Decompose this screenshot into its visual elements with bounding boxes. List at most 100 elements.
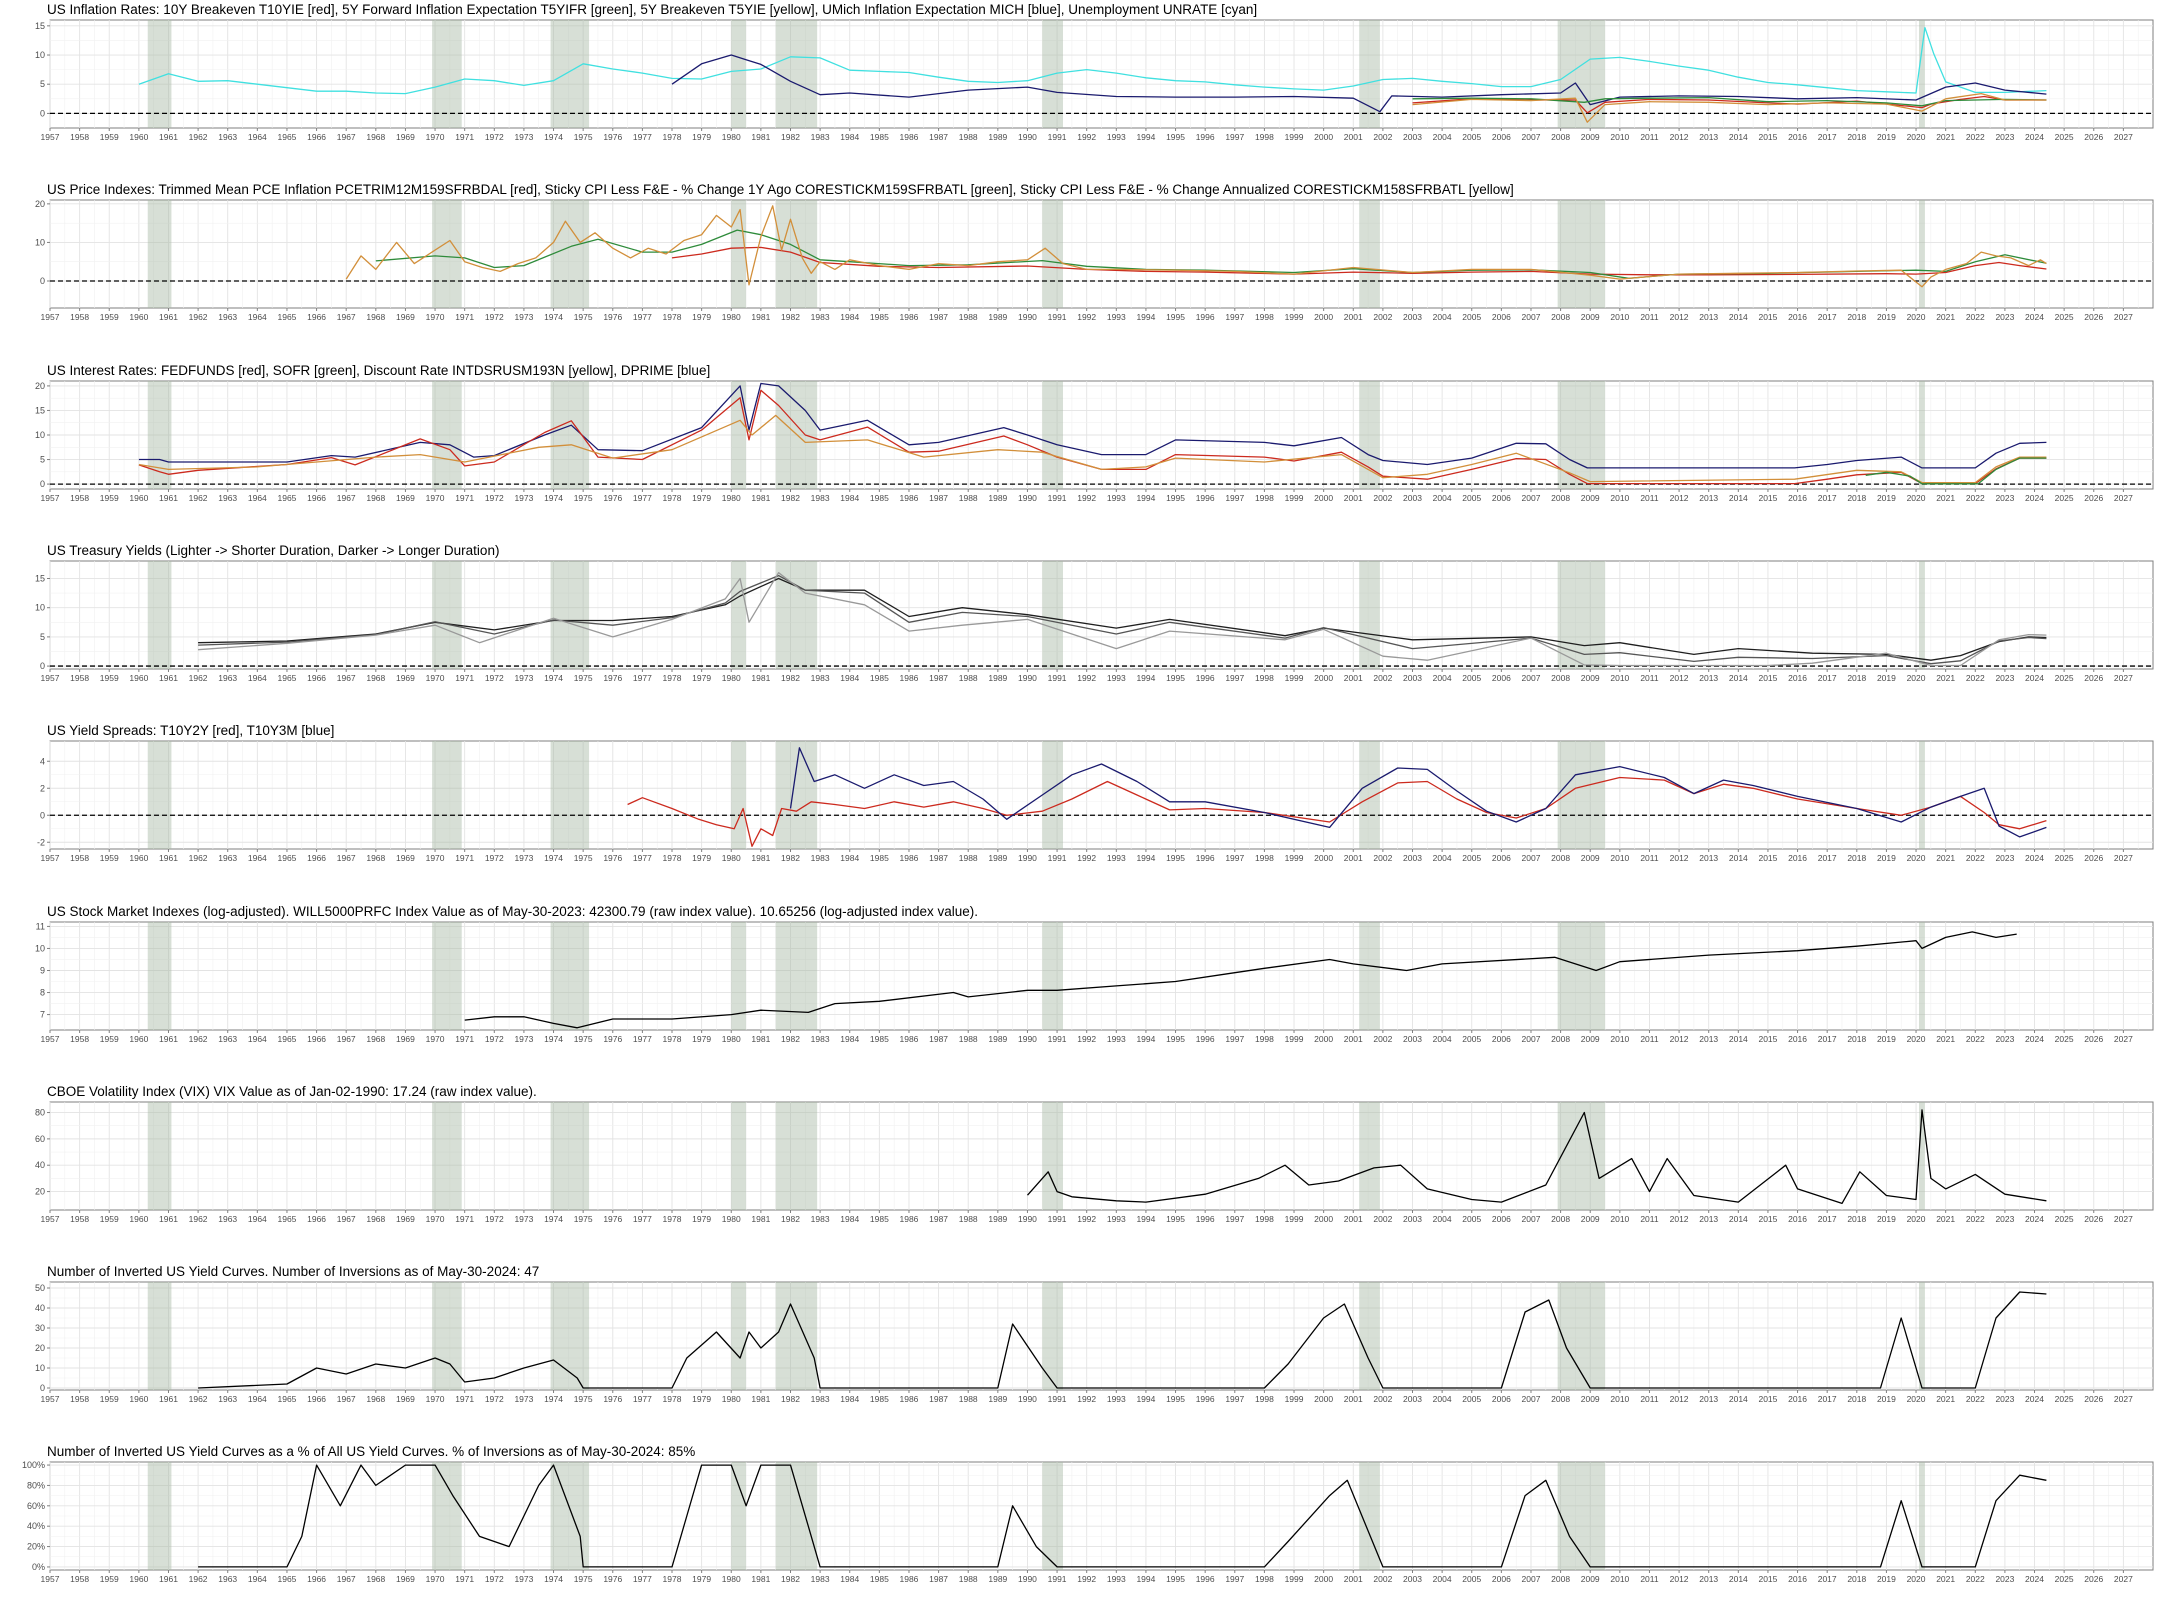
- recession-band: [147, 1102, 172, 1210]
- x-tick-label: 1980: [722, 493, 741, 503]
- panel-title: Number of Inverted US Yield Curves as a …: [47, 1444, 695, 1459]
- x-tick-label: 1969: [396, 853, 415, 863]
- panel-title: Number of Inverted US Yield Curves. Numb…: [47, 1264, 539, 1279]
- x-tick-label: 1975: [574, 1574, 593, 1584]
- x-tick-label: 1988: [959, 312, 978, 322]
- x-tick-label: 1970: [426, 1034, 445, 1044]
- x-tick-label: 2001: [1344, 853, 1363, 863]
- y-tick-label: -2: [37, 837, 45, 847]
- recession-band: [550, 1462, 590, 1570]
- x-tick-label: 1957: [41, 673, 60, 683]
- x-tick-label: 1983: [811, 132, 830, 142]
- x-tick-label: 2015: [1758, 312, 1777, 322]
- x-tick-label: 1991: [1048, 493, 1067, 503]
- recession-band: [432, 1462, 462, 1570]
- series-line-inversions_pct: [198, 1464, 2047, 1568]
- x-tick-label: 2019: [1877, 493, 1896, 503]
- x-tick-label: 1985: [870, 312, 889, 322]
- x-tick-label: 1997: [1225, 1214, 1244, 1224]
- x-tick-label: 1988: [959, 132, 978, 142]
- x-tick-label: 1963: [218, 673, 237, 683]
- x-tick-label: 2014: [1729, 1574, 1748, 1584]
- x-tick-label: 2024: [2025, 1214, 2044, 1224]
- x-tick-label: 1997: [1225, 853, 1244, 863]
- x-tick-label: 1999: [1285, 1034, 1304, 1044]
- x-tick-label: 1979: [692, 1394, 711, 1404]
- x-tick-label: 2014: [1729, 673, 1748, 683]
- x-tick-label: 1974: [544, 1574, 563, 1584]
- recession-band: [1919, 1462, 1925, 1570]
- x-tick-label: 1968: [366, 673, 385, 683]
- x-tick-label: 1977: [633, 853, 652, 863]
- x-tick-label: 1986: [900, 853, 919, 863]
- x-tick-label: 1979: [692, 673, 711, 683]
- x-tick-label: 1974: [544, 1214, 563, 1224]
- x-tick-label: 2021: [1936, 1214, 1955, 1224]
- x-tick-label: 1964: [248, 1574, 267, 1584]
- x-tick-label: 1978: [663, 493, 682, 503]
- x-tick-label: 2011: [1640, 1394, 1659, 1404]
- x-tick-label: 1999: [1285, 853, 1304, 863]
- x-tick-label: 2004: [1433, 1214, 1452, 1224]
- recession-band: [775, 20, 818, 128]
- x-tick-label: 1991: [1048, 1394, 1067, 1404]
- x-tick-label: 2021: [1936, 1034, 1955, 1044]
- x-tick-label: 2008: [1551, 1034, 1570, 1044]
- x-tick-label: 2011: [1640, 853, 1659, 863]
- x-tick-label: 1989: [988, 493, 1007, 503]
- x-tick-label: 1973: [514, 1394, 533, 1404]
- x-tick-label: 1957: [41, 312, 60, 322]
- x-tick-label: 2014: [1729, 1394, 1748, 1404]
- x-tick-label: 2018: [1847, 312, 1866, 322]
- chart-panel-spreads: US Yield Spreads: T10Y2Y [red], T10Y3M […: [37, 723, 2154, 863]
- recession-band: [775, 1282, 818, 1390]
- x-tick-label: 2000: [1314, 1574, 1333, 1584]
- x-tick-label: 2004: [1433, 1394, 1452, 1404]
- x-tick-label: 2008: [1551, 1214, 1570, 1224]
- recession-band: [731, 1102, 747, 1210]
- recession-band: [1919, 1102, 1925, 1210]
- x-tick-label: 2027: [2114, 853, 2133, 863]
- x-tick-label: 1998: [1255, 1034, 1274, 1044]
- y-tick-label: 5: [40, 455, 45, 465]
- x-tick-label: 2026: [2084, 1214, 2103, 1224]
- y-tick-label: 0: [40, 1383, 45, 1393]
- x-tick-label: 2003: [1403, 1214, 1422, 1224]
- x-tick-label: 1999: [1285, 673, 1304, 683]
- x-tick-label: 1999: [1285, 1214, 1304, 1224]
- x-tick-label: 1991: [1048, 673, 1067, 683]
- recession-band: [775, 741, 818, 849]
- x-tick-label: 2009: [1581, 1214, 1600, 1224]
- x-tick-label: 1973: [514, 673, 533, 683]
- x-tick-label: 2008: [1551, 132, 1570, 142]
- x-tick-label: 1996: [1196, 1034, 1215, 1044]
- x-tick-label: 1989: [988, 1574, 1007, 1584]
- x-tick-label: 2019: [1877, 853, 1896, 863]
- x-tick-label: 1977: [633, 673, 652, 683]
- x-tick-label: 1998: [1255, 1574, 1274, 1584]
- x-tick-label: 1971: [455, 1214, 474, 1224]
- y-tick-label: 7: [40, 1010, 45, 1020]
- x-tick-label: 2009: [1581, 853, 1600, 863]
- x-tick-label: 2023: [1995, 673, 2014, 683]
- x-tick-label: 1998: [1255, 673, 1274, 683]
- x-tick-label: 2025: [2055, 1394, 2074, 1404]
- y-tick-label: 9: [40, 965, 45, 975]
- x-tick-label: 1978: [663, 132, 682, 142]
- x-tick-label: 1964: [248, 1034, 267, 1044]
- x-tick-label: 1986: [900, 1574, 919, 1584]
- x-tick-label: 1987: [929, 1214, 948, 1224]
- x-tick-label: 1965: [277, 1034, 296, 1044]
- x-tick-label: 2011: [1640, 1574, 1659, 1584]
- x-tick-label: 1971: [455, 853, 474, 863]
- y-tick-label: 10: [35, 1363, 45, 1373]
- x-tick-label: 2000: [1314, 673, 1333, 683]
- recession-band: [1557, 922, 1606, 1030]
- x-tick-label: 2024: [2025, 673, 2044, 683]
- x-tick-label: 2005: [1462, 853, 1481, 863]
- x-tick-label: 1979: [692, 1214, 711, 1224]
- x-tick-label: 1975: [574, 132, 593, 142]
- x-tick-label: 2020: [1907, 1034, 1926, 1044]
- x-tick-label: 2021: [1936, 673, 1955, 683]
- x-tick-label: 1984: [840, 673, 859, 683]
